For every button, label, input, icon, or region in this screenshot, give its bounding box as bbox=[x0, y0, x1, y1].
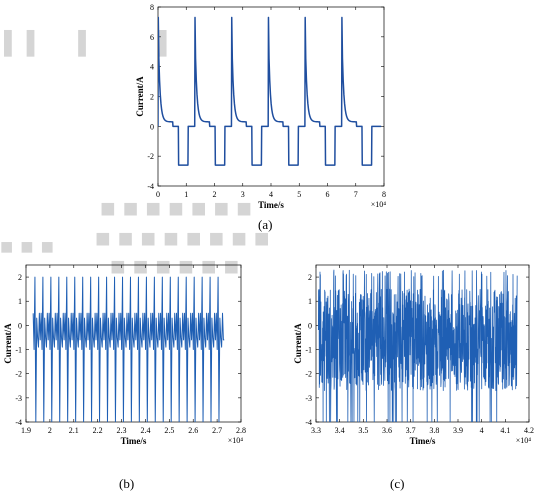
y-tick-label: 4 bbox=[150, 63, 154, 72]
x-tick-label: 8 bbox=[382, 190, 386, 199]
y-tick-label: 0 bbox=[18, 321, 22, 330]
x-tick-label: 3.6 bbox=[382, 426, 392, 435]
bleed-through-ghost-3: ■■■■■■■■ bbox=[95, 224, 277, 253]
x-tick-label: 2 bbox=[213, 190, 217, 199]
y-axis-label: Current/A bbox=[135, 76, 145, 117]
x-tick-label: 2.1 bbox=[69, 426, 79, 435]
y-tick-label: 6 bbox=[150, 33, 154, 42]
x-tick-label: 3.8 bbox=[429, 426, 439, 435]
y-tick-label: 1 bbox=[18, 297, 22, 306]
panel-label-b: (b) bbox=[119, 476, 135, 491]
y-tick-label: -3 bbox=[305, 394, 312, 403]
x-tick-label: 2.3 bbox=[117, 426, 127, 435]
y-tick-label: -1 bbox=[15, 346, 22, 355]
x-tick-label: 4.1 bbox=[500, 426, 510, 435]
panel-label-a: (a) bbox=[258, 217, 273, 232]
x-tick-label: 2.7 bbox=[212, 426, 222, 435]
y-tick-label: 1 bbox=[308, 297, 312, 306]
x-tick-label: 7 bbox=[354, 190, 358, 199]
y-tick-label: -2 bbox=[15, 370, 22, 379]
y-tick-label: -1 bbox=[305, 346, 312, 355]
x-axis-multiplier: ×10⁴ bbox=[228, 436, 244, 445]
x-tick-label: 6 bbox=[326, 190, 330, 199]
x-tick-label: 3 bbox=[241, 190, 245, 199]
x-tick-label: 2.2 bbox=[93, 426, 103, 435]
x-tick-label: 3.3 bbox=[311, 426, 321, 435]
x-axis-multiplier: ×10⁴ bbox=[516, 436, 532, 445]
x-tick-label: 2.5 bbox=[164, 426, 174, 435]
x-tick-label: 0 bbox=[156, 190, 160, 199]
current-series-line bbox=[317, 269, 518, 422]
x-tick-label: 5 bbox=[297, 190, 301, 199]
x-axis-multiplier: ×10⁴ bbox=[371, 200, 387, 209]
x-axis-label: Time/s bbox=[258, 200, 284, 210]
x-tick-label: 3.7 bbox=[406, 426, 416, 435]
x-tick-label: 3.4 bbox=[335, 426, 345, 435]
x-tick-label: 4.2 bbox=[524, 426, 534, 435]
chart-c: 3.3 3.4 3.5 3.6 3.7 3.8 3.9 4 4.1 4.2 -4 -3 -2 -1 0 1 2 T… bbox=[293, 264, 534, 446]
bleed-through-ghost-1: ▌▌ ▌ ▌ bbox=[4, 30, 182, 55]
y-tick-label: -3 bbox=[15, 394, 22, 403]
y-tick-label: 0 bbox=[150, 122, 154, 131]
y-tick-label: -4 bbox=[15, 418, 22, 427]
y-tick-label: -4 bbox=[147, 182, 154, 191]
chart-a: 0 1 2 3 4 5 6 7 8 -4 -2 0 2 4 6 8 Time/s Current/A ×10⁴ bbox=[135, 3, 387, 210]
y-tick-label: 8 bbox=[150, 3, 154, 12]
y-tick-label: 2 bbox=[308, 273, 312, 282]
current-series-line bbox=[158, 16, 382, 166]
plot-frame bbox=[25, 264, 242, 423]
x-tick-label: 2 bbox=[48, 426, 52, 435]
x-axis-label: Time/s bbox=[410, 436, 436, 446]
x-tick-label: 4 bbox=[480, 426, 484, 435]
bleed-through-ghost-5: ■■■■■■ bbox=[110, 252, 247, 281]
x-tick-label: 1.9 bbox=[21, 426, 31, 435]
y-tick-label: -4 bbox=[305, 418, 312, 427]
x-tick-label: 2.8 bbox=[236, 426, 246, 435]
y-axis-label: Current/A bbox=[293, 323, 303, 364]
y-axis-label: Current/A bbox=[3, 323, 13, 364]
y-tick-label: -2 bbox=[305, 370, 312, 379]
chart-b: 1.9 2 2.1 2.2 2.3 2.4 2.5 2.6 2.7 2.8 -4 -3 -2 -1 0 1 2 T… bbox=[3, 264, 246, 446]
bleed-through-ghost-4: ■■■ bbox=[0, 234, 61, 259]
x-tick-label: 2.6 bbox=[188, 426, 198, 435]
x-tick-label: 3.5 bbox=[358, 426, 368, 435]
panel-label-c: (c) bbox=[390, 476, 405, 491]
x-axis-label: Time/s bbox=[121, 436, 147, 446]
x-tick-label: 3.9 bbox=[453, 426, 463, 435]
x-tick-label: 1 bbox=[184, 190, 188, 199]
y-tick-label: 2 bbox=[18, 273, 22, 282]
plot-frame bbox=[315, 264, 530, 423]
y-tick-label: -2 bbox=[147, 152, 154, 161]
bleed-through-ghost-2: ■■■■■■■ bbox=[100, 194, 259, 223]
y-tick-label: 2 bbox=[150, 93, 154, 102]
current-series-line bbox=[32, 276, 225, 422]
y-tick-label: 0 bbox=[308, 321, 312, 330]
x-tick-label: 4 bbox=[269, 190, 273, 199]
x-tick-label: 2.4 bbox=[140, 426, 150, 435]
